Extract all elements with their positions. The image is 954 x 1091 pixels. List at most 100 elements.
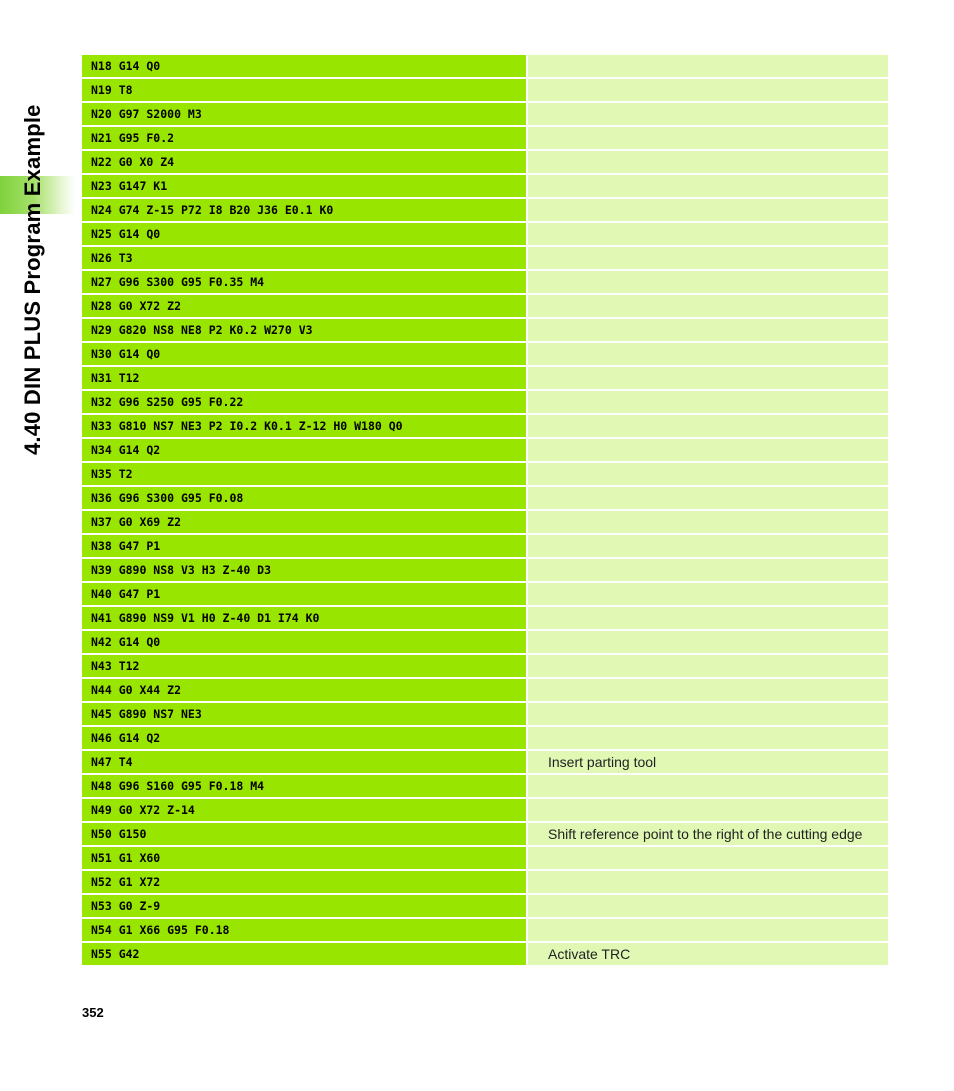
table-row: N32 G96 S250 G95 F0.22 (82, 391, 888, 413)
nc-code-cell: N27 G96 S300 G95 F0.35 M4 (82, 271, 526, 293)
column-divider (526, 511, 528, 533)
table-row: N44 G0 X44 Z2 (82, 679, 888, 701)
comment-cell (528, 679, 888, 701)
column-divider (526, 247, 528, 269)
column-divider (526, 415, 528, 437)
column-divider (526, 799, 528, 821)
nc-code-cell: N55 G42 (82, 943, 526, 965)
table-row: N28 G0 X72 Z2 (82, 295, 888, 317)
table-row: N38 G47 P1 (82, 535, 888, 557)
nc-code-cell: N44 G0 X44 Z2 (82, 679, 526, 701)
table-row: N45 G890 NS7 NE3 (82, 703, 888, 725)
table-row: N42 G14 Q0 (82, 631, 888, 653)
nc-code-cell: N32 G96 S250 G95 F0.22 (82, 391, 526, 413)
comment-cell (528, 583, 888, 605)
comment-cell (528, 199, 888, 221)
nc-code-cell: N22 G0 X0 Z4 (82, 151, 526, 173)
table-row: N30 G14 Q0 (82, 343, 888, 365)
comment-cell: Activate TRC (528, 943, 888, 965)
comment-cell (528, 79, 888, 101)
table-row: N48 G96 S160 G95 F0.18 M4 (82, 775, 888, 797)
column-divider (526, 607, 528, 629)
comment-cell: Shift reference point to the right of th… (528, 823, 888, 845)
comment-cell (528, 319, 888, 341)
comment-cell (528, 511, 888, 533)
comment-cell (528, 175, 888, 197)
table-row: N53 G0 Z-9 (82, 895, 888, 917)
column-divider (526, 559, 528, 581)
table-row: N23 G147 K1 (82, 175, 888, 197)
comment-cell (528, 463, 888, 485)
nc-code-cell: N40 G47 P1 (82, 583, 526, 605)
comment-cell (528, 607, 888, 629)
column-divider (526, 871, 528, 893)
comment-cell (528, 223, 888, 245)
column-divider (526, 631, 528, 653)
nc-code-cell: N42 G14 Q0 (82, 631, 526, 653)
nc-code-cell: N28 G0 X72 Z2 (82, 295, 526, 317)
comment-cell (528, 727, 888, 749)
column-divider (526, 319, 528, 341)
column-divider (526, 655, 528, 677)
comment-cell (528, 439, 888, 461)
nc-code-cell: N36 G96 S300 G95 F0.08 (82, 487, 526, 509)
comment-cell (528, 127, 888, 149)
nc-code-cell: N43 T12 (82, 655, 526, 677)
table-row: N39 G890 NS8 V3 H3 Z-40 D3 (82, 559, 888, 581)
comment-cell (528, 847, 888, 869)
column-divider (526, 151, 528, 173)
nc-code-cell: N21 G95 F0.2 (82, 127, 526, 149)
table-row: N20 G97 S2000 M3 (82, 103, 888, 125)
nc-code-cell: N52 G1 X72 (82, 871, 526, 893)
table-row: N41 G890 NS9 V1 H0 Z-40 D1 I74 K0 (82, 607, 888, 629)
column-divider (526, 175, 528, 197)
comment-cell (528, 703, 888, 725)
comment-cell (528, 103, 888, 125)
chapter-tab-marker (0, 176, 75, 214)
column-divider (526, 367, 528, 389)
comment-cell (528, 55, 888, 77)
table-row: N19 T8 (82, 79, 888, 101)
comment-cell (528, 895, 888, 917)
nc-code-cell: N45 G890 NS7 NE3 (82, 703, 526, 725)
comment-cell (528, 655, 888, 677)
table-row: N24 G74 Z-15 P72 I8 B20 J36 E0.1 K0 (82, 199, 888, 221)
page-number: 352 (82, 1005, 104, 1020)
comment-cell (528, 487, 888, 509)
nc-code-cell: N46 G14 Q2 (82, 727, 526, 749)
nc-code-cell: N25 G14 Q0 (82, 223, 526, 245)
table-row: N55 G42 Activate TRC (82, 943, 888, 965)
comment-cell (528, 559, 888, 581)
table-row: N21 G95 F0.2 (82, 127, 888, 149)
column-divider (526, 895, 528, 917)
table-row: N37 G0 X69 Z2 (82, 511, 888, 533)
table-row: N34 G14 Q2 (82, 439, 888, 461)
chapter-title: 4.40 DIN PLUS Program Example (20, 104, 45, 455)
comment-cell (528, 271, 888, 293)
column-divider (526, 775, 528, 797)
comment-cell: Insert parting tool (528, 751, 888, 773)
table-row: N27 G96 S300 G95 F0.35 M4 (82, 271, 888, 293)
nc-code-cell: N26 T3 (82, 247, 526, 269)
nc-code-cell: N39 G890 NS8 V3 H3 Z-40 D3 (82, 559, 526, 581)
column-divider (526, 703, 528, 725)
program-listing-table: N18 G14 Q0 N19 T8 N20 G97 S2000 M3 N21 G95 … (82, 55, 888, 967)
table-row: N49 G0 X72 Z-14 (82, 799, 888, 821)
comment-cell (528, 391, 888, 413)
column-divider (526, 847, 528, 869)
table-row: N51 G1 X60 (82, 847, 888, 869)
column-divider (526, 727, 528, 749)
table-row: N26 T3 (82, 247, 888, 269)
nc-code-cell: N23 G147 K1 (82, 175, 526, 197)
comment-cell (528, 343, 888, 365)
nc-code-cell: N53 G0 Z-9 (82, 895, 526, 917)
nc-code-cell: N29 G820 NS8 NE8 P2 K0.2 W270 V3 (82, 319, 526, 341)
column-divider (526, 295, 528, 317)
nc-code-cell: N48 G96 S160 G95 F0.18 M4 (82, 775, 526, 797)
comment-cell (528, 535, 888, 557)
column-divider (526, 391, 528, 413)
nc-code-cell: N20 G97 S2000 M3 (82, 103, 526, 125)
column-divider (526, 583, 528, 605)
column-divider (526, 943, 528, 965)
column-divider (526, 271, 528, 293)
